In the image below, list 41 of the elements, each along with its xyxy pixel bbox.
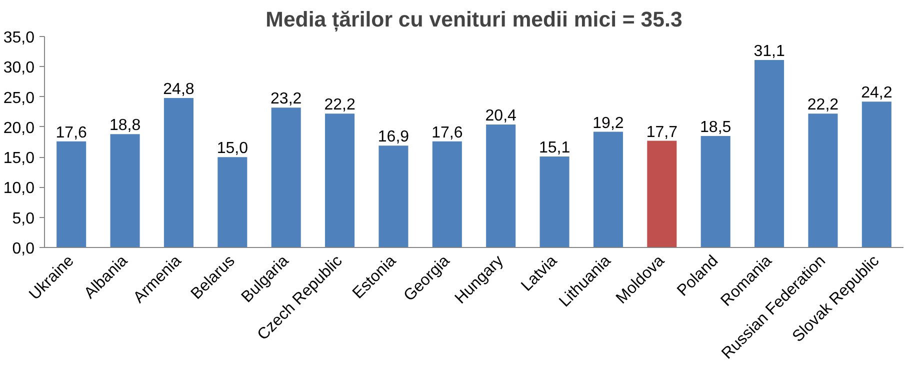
bar [593,132,623,248]
bar [325,114,355,248]
y-tick-label: 20,0 [3,120,35,137]
data-label: 16,9 [378,128,410,146]
data-label: 18,8 [109,117,141,134]
bar [271,108,301,248]
data-label: 15,0 [216,140,248,158]
bar [754,60,784,248]
bar [540,156,570,248]
bar [56,141,86,248]
bar [862,102,892,248]
y-tick-label: 30,0 [3,60,35,77]
data-label: 31,1 [754,43,785,60]
y-tick-label: 0,0 [12,240,35,258]
data-label: 20,4 [485,108,517,125]
bar [486,124,516,248]
bar [110,134,140,248]
data-label: 17,7 [646,124,678,141]
data-label: 15,1 [538,139,570,156]
y-tick-label: 15,0 [3,150,35,168]
bar [164,98,194,248]
data-label: 17,6 [56,124,88,142]
data-label: 24,8 [163,80,194,98]
bar [700,136,730,248]
data-label: 19,2 [592,114,624,132]
bar [647,140,677,248]
bar [432,141,462,248]
data-label: 22,2 [807,96,839,114]
data-label: 17,6 [432,124,463,142]
y-tick-label: 35,0 [3,30,35,46]
y-tick-label: 10,0 [3,180,35,198]
chart-title: Media țărilor cu venituri medii mici = 35.3 [266,8,682,32]
bar [808,114,838,248]
data-label: 24,2 [861,84,892,102]
y-tick-label: 25,0 [3,90,35,107]
bar [378,146,408,248]
data-label: 23,2 [270,90,302,108]
data-label: 18,5 [700,118,732,136]
data-label: 22,2 [324,96,356,114]
bar [218,157,248,248]
y-tick-label: 5,0 [12,210,35,228]
